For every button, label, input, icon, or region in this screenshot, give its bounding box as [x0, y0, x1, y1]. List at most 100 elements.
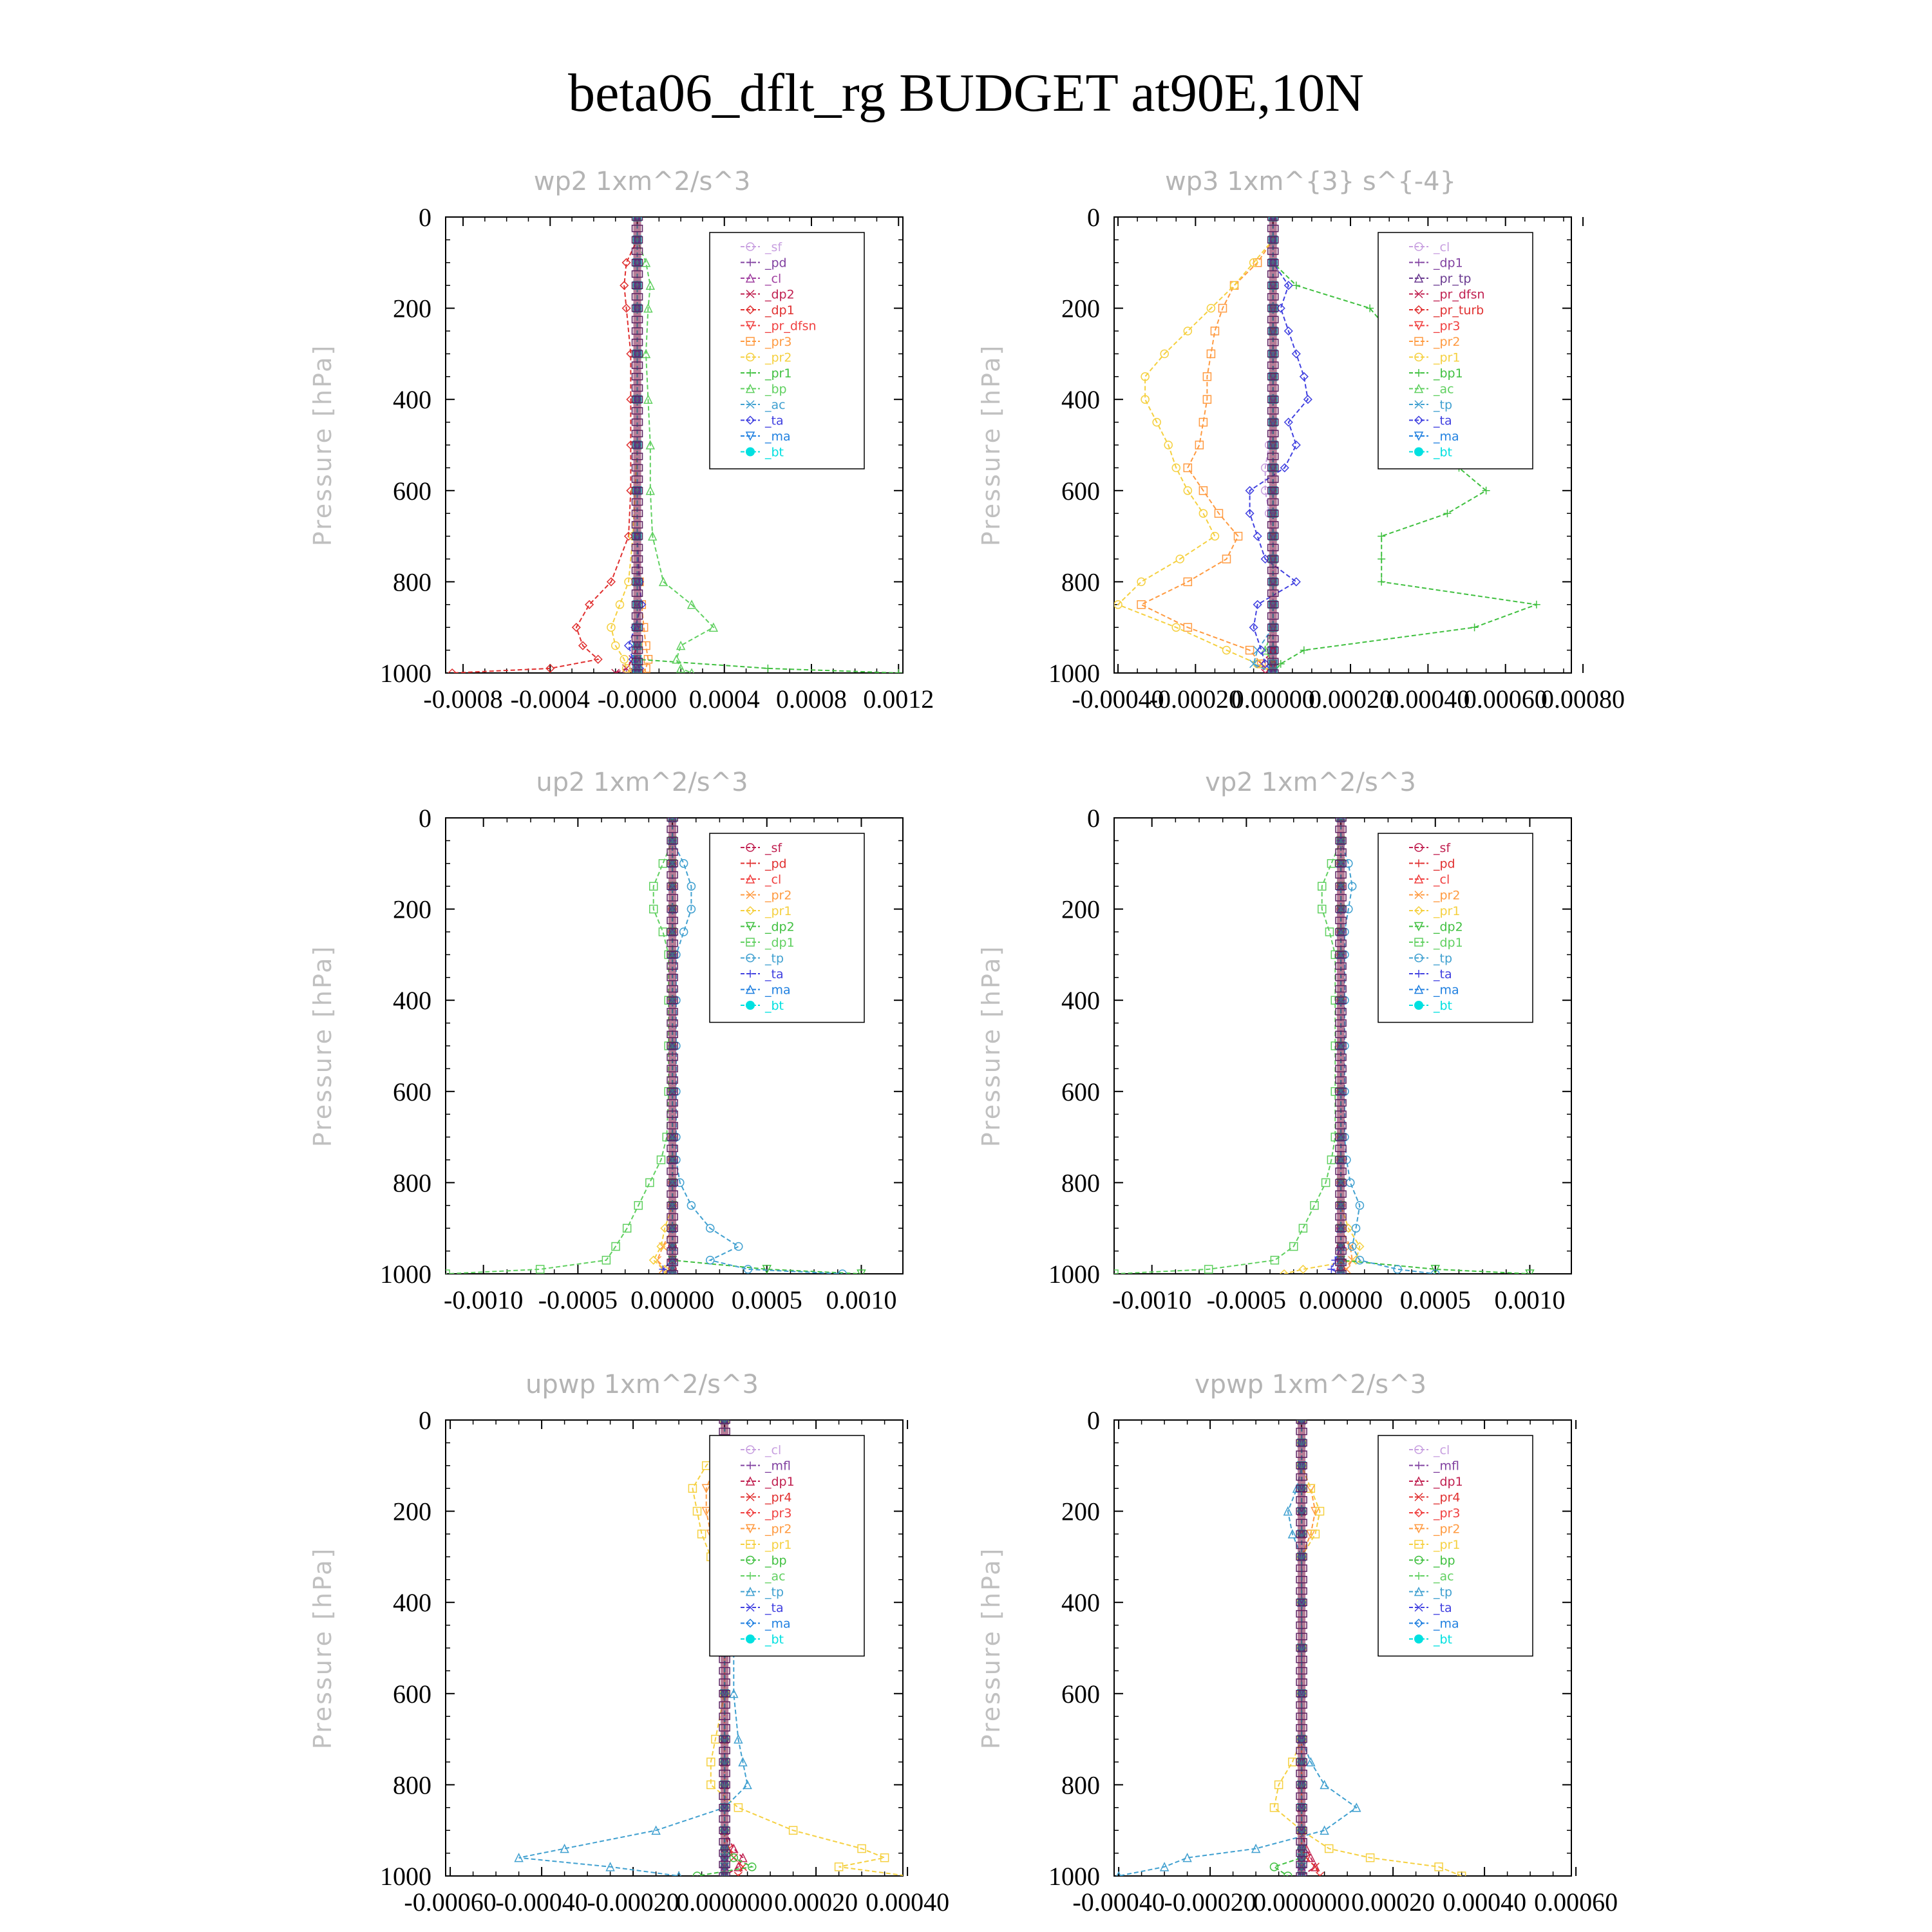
- legend-label: _pr2: [1433, 335, 1460, 349]
- x-tick-label: -0.0000: [598, 685, 677, 714]
- zero-marker: [1267, 259, 1279, 267]
- legend-label: _pr1: [1433, 351, 1460, 365]
- zero-marker: [667, 860, 678, 867]
- zero-marker: [1296, 1678, 1307, 1686]
- zero-marker: [1296, 1872, 1307, 1876]
- zero-marker: [1267, 521, 1279, 529]
- zero-marker: [1267, 316, 1279, 324]
- y-axis-label: Pressure [hPa]: [308, 344, 337, 547]
- data-point: [1298, 1264, 1308, 1274]
- zero-marker: [1296, 1420, 1307, 1424]
- zero-marker: [667, 871, 678, 879]
- zero-marker: [1335, 951, 1347, 959]
- data-point: [658, 576, 668, 587]
- data-point: [857, 1844, 866, 1853]
- zero-marker: [1296, 1462, 1307, 1470]
- legend-label: _bp1: [1433, 366, 1463, 381]
- data-point: [1430, 1265, 1440, 1274]
- y-tick-label: 400: [1061, 385, 1100, 414]
- data-point: [606, 577, 616, 587]
- legend-label: _cl: [764, 873, 781, 887]
- legend-label: _pr2: [764, 351, 791, 365]
- data-point: [605, 1862, 615, 1871]
- y-axis-label: Pressure [hPa]: [977, 1547, 1005, 1750]
- data-point: [1249, 258, 1258, 267]
- data-point: [1355, 1256, 1365, 1265]
- legend-marker: [746, 1540, 755, 1549]
- data-point: [1249, 623, 1258, 632]
- legend-label: _cl: [764, 1443, 781, 1457]
- y-tick-label: 400: [1061, 986, 1100, 1015]
- chart-panel: up2 1xm^2/s^3 Pressure [hPa] 0 200 400 600 800…: [308, 768, 904, 1314]
- data-point: [1256, 645, 1266, 655]
- x-tick-label: 0.00000: [630, 1285, 714, 1314]
- y-tick-label: 600: [393, 1680, 431, 1709]
- data-point: [1279, 1269, 1289, 1274]
- zero-marker: [667, 1030, 678, 1039]
- legend-label: _tp: [764, 952, 784, 966]
- zero-marker: [1296, 1633, 1307, 1641]
- data-point: [593, 654, 603, 664]
- zero-marker: [1335, 1088, 1347, 1095]
- x-tick-label: 0.00000: [1299, 1285, 1383, 1314]
- data-point: [1355, 1201, 1365, 1210]
- legend-marker: [1414, 383, 1424, 393]
- zero-marker: [1296, 1576, 1307, 1584]
- zero-marker: [667, 894, 678, 902]
- data-point: [1171, 463, 1181, 473]
- data-point: [1378, 555, 1386, 563]
- data-point: [1292, 281, 1300, 290]
- legend-marker: [1414, 1508, 1424, 1518]
- zero-marker: [667, 1053, 678, 1061]
- legend-box: [1378, 833, 1533, 1023]
- data-point: [1152, 417, 1161, 427]
- zero-marker: [667, 848, 678, 856]
- data-point: [1321, 1178, 1331, 1188]
- zero-marker: [719, 1792, 730, 1800]
- zero-marker: [1267, 578, 1279, 586]
- legend-marker: [745, 273, 755, 283]
- data-point: [1202, 372, 1212, 381]
- series-line: [1114, 818, 1342, 1274]
- zero-marker: [1296, 1861, 1307, 1869]
- data-point: [895, 669, 903, 673]
- zero-marker: [667, 996, 678, 1004]
- y-tick-label: 200: [1061, 895, 1100, 924]
- data-point: [1457, 1871, 1466, 1876]
- y-tick-label: 800: [393, 567, 431, 596]
- data-point: [1160, 349, 1169, 359]
- data-point: [729, 1689, 739, 1698]
- y-tick-label: 0: [419, 1406, 431, 1435]
- data-point: [645, 280, 656, 290]
- legend-label: _ac: [764, 398, 786, 412]
- zero-marker: [1335, 860, 1347, 867]
- legend-label: _pr3: [764, 1506, 791, 1520]
- legend-marker: [746, 369, 754, 377]
- data-point: [834, 1862, 844, 1871]
- zero-marker: [667, 1258, 678, 1267]
- zero-marker: [667, 1088, 678, 1095]
- data-point: [1270, 1256, 1280, 1265]
- zero-marker: [1267, 669, 1279, 673]
- data-point: [1347, 882, 1357, 891]
- data-point: [1245, 645, 1255, 655]
- zero-marker: [631, 281, 643, 289]
- x-tick-label: 0.0004: [689, 685, 760, 714]
- legend-label: _bt: [764, 446, 784, 460]
- data-point: [1311, 1862, 1320, 1871]
- zero-marker: [1335, 1133, 1347, 1141]
- zero-marker: [667, 985, 678, 993]
- y-tick-label: 1000: [1048, 1260, 1100, 1289]
- legend-marker: [746, 1001, 755, 1010]
- data-point: [621, 303, 631, 313]
- zero-overlap-band: [633, 217, 641, 673]
- data-point: [578, 641, 588, 650]
- y-tick-label: 0: [1087, 804, 1100, 833]
- legend-label: _tp: [764, 1586, 784, 1600]
- zero-marker: [1296, 1758, 1307, 1766]
- data-point: [701, 1484, 711, 1493]
- legend-marker: [1414, 321, 1424, 331]
- zero-marker: [1335, 939, 1347, 947]
- x-tick-label: -0.0004: [511, 685, 590, 714]
- zero-marker: [719, 1678, 730, 1686]
